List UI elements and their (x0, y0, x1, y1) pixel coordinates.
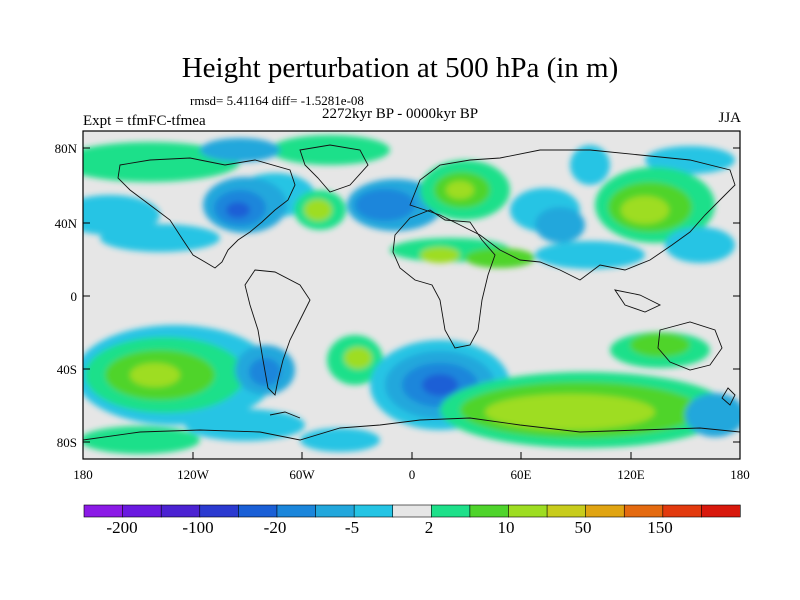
stats-label: rmsd= 5.41164 diff= -1.5281e-08 (190, 93, 364, 108)
anomaly-field (83, 135, 740, 454)
lat-label: 0 (71, 289, 78, 304)
season-label: JJA (718, 110, 741, 126)
lon-label: 60E (511, 467, 532, 482)
coastlines (83, 144, 740, 441)
colorbar-label: 2 (425, 518, 434, 537)
lat-label: 40S (57, 362, 77, 377)
colorbar-swatch (199, 504, 239, 518)
colorbar-swatch (160, 504, 201, 518)
lon-label: 120W (177, 467, 210, 482)
colorbar-label: -20 (264, 518, 287, 537)
colorbar-label: 150 (647, 518, 673, 537)
lat-label: 80N (55, 141, 78, 156)
plot-title: Height perturbation at 500 hPa (in m) (181, 52, 619, 84)
lon-label: 120E (617, 467, 645, 482)
colorbar-swatch (623, 504, 664, 518)
colorbar-swatch (508, 504, 548, 518)
colorbar-swatch (469, 504, 510, 518)
colorbar-swatch (315, 504, 355, 518)
lon-tick-marks (82, 452, 741, 459)
lat-label: 40N (55, 216, 78, 231)
colorbar-swatch (238, 504, 278, 518)
period-label: 2272kyr BP - 0000kyr BP (322, 106, 479, 122)
colorbar-label: -5 (345, 518, 359, 537)
colorbar-swatch (701, 504, 741, 518)
colorbar-label: -100 (182, 518, 213, 537)
colorbar-label: 10 (498, 518, 515, 537)
colorbar-label: 50 (575, 518, 592, 537)
colorbar-swatch (585, 504, 625, 518)
colorbar-swatch (392, 504, 432, 518)
lon-label: 180 (73, 467, 93, 482)
colorbar-swatch (546, 504, 587, 518)
colorbar-swatch (83, 504, 124, 518)
colorbar-swatch (353, 504, 394, 518)
lon-label: 60W (289, 467, 315, 482)
colorbar-label: -200 (106, 518, 137, 537)
colorbar-swatch (430, 504, 471, 518)
lon-label: 180 (730, 467, 750, 482)
experiment-label: Expt = tfmFC-tfmea (83, 113, 206, 129)
lat-tick-marks (83, 147, 740, 443)
lat-label: 80S (57, 435, 77, 450)
colorbar (83, 504, 741, 518)
colorbar-swatch (662, 504, 703, 518)
lon-label: 0 (409, 467, 416, 482)
colorbar-swatch (276, 504, 317, 518)
colorbar-swatch (122, 504, 162, 518)
